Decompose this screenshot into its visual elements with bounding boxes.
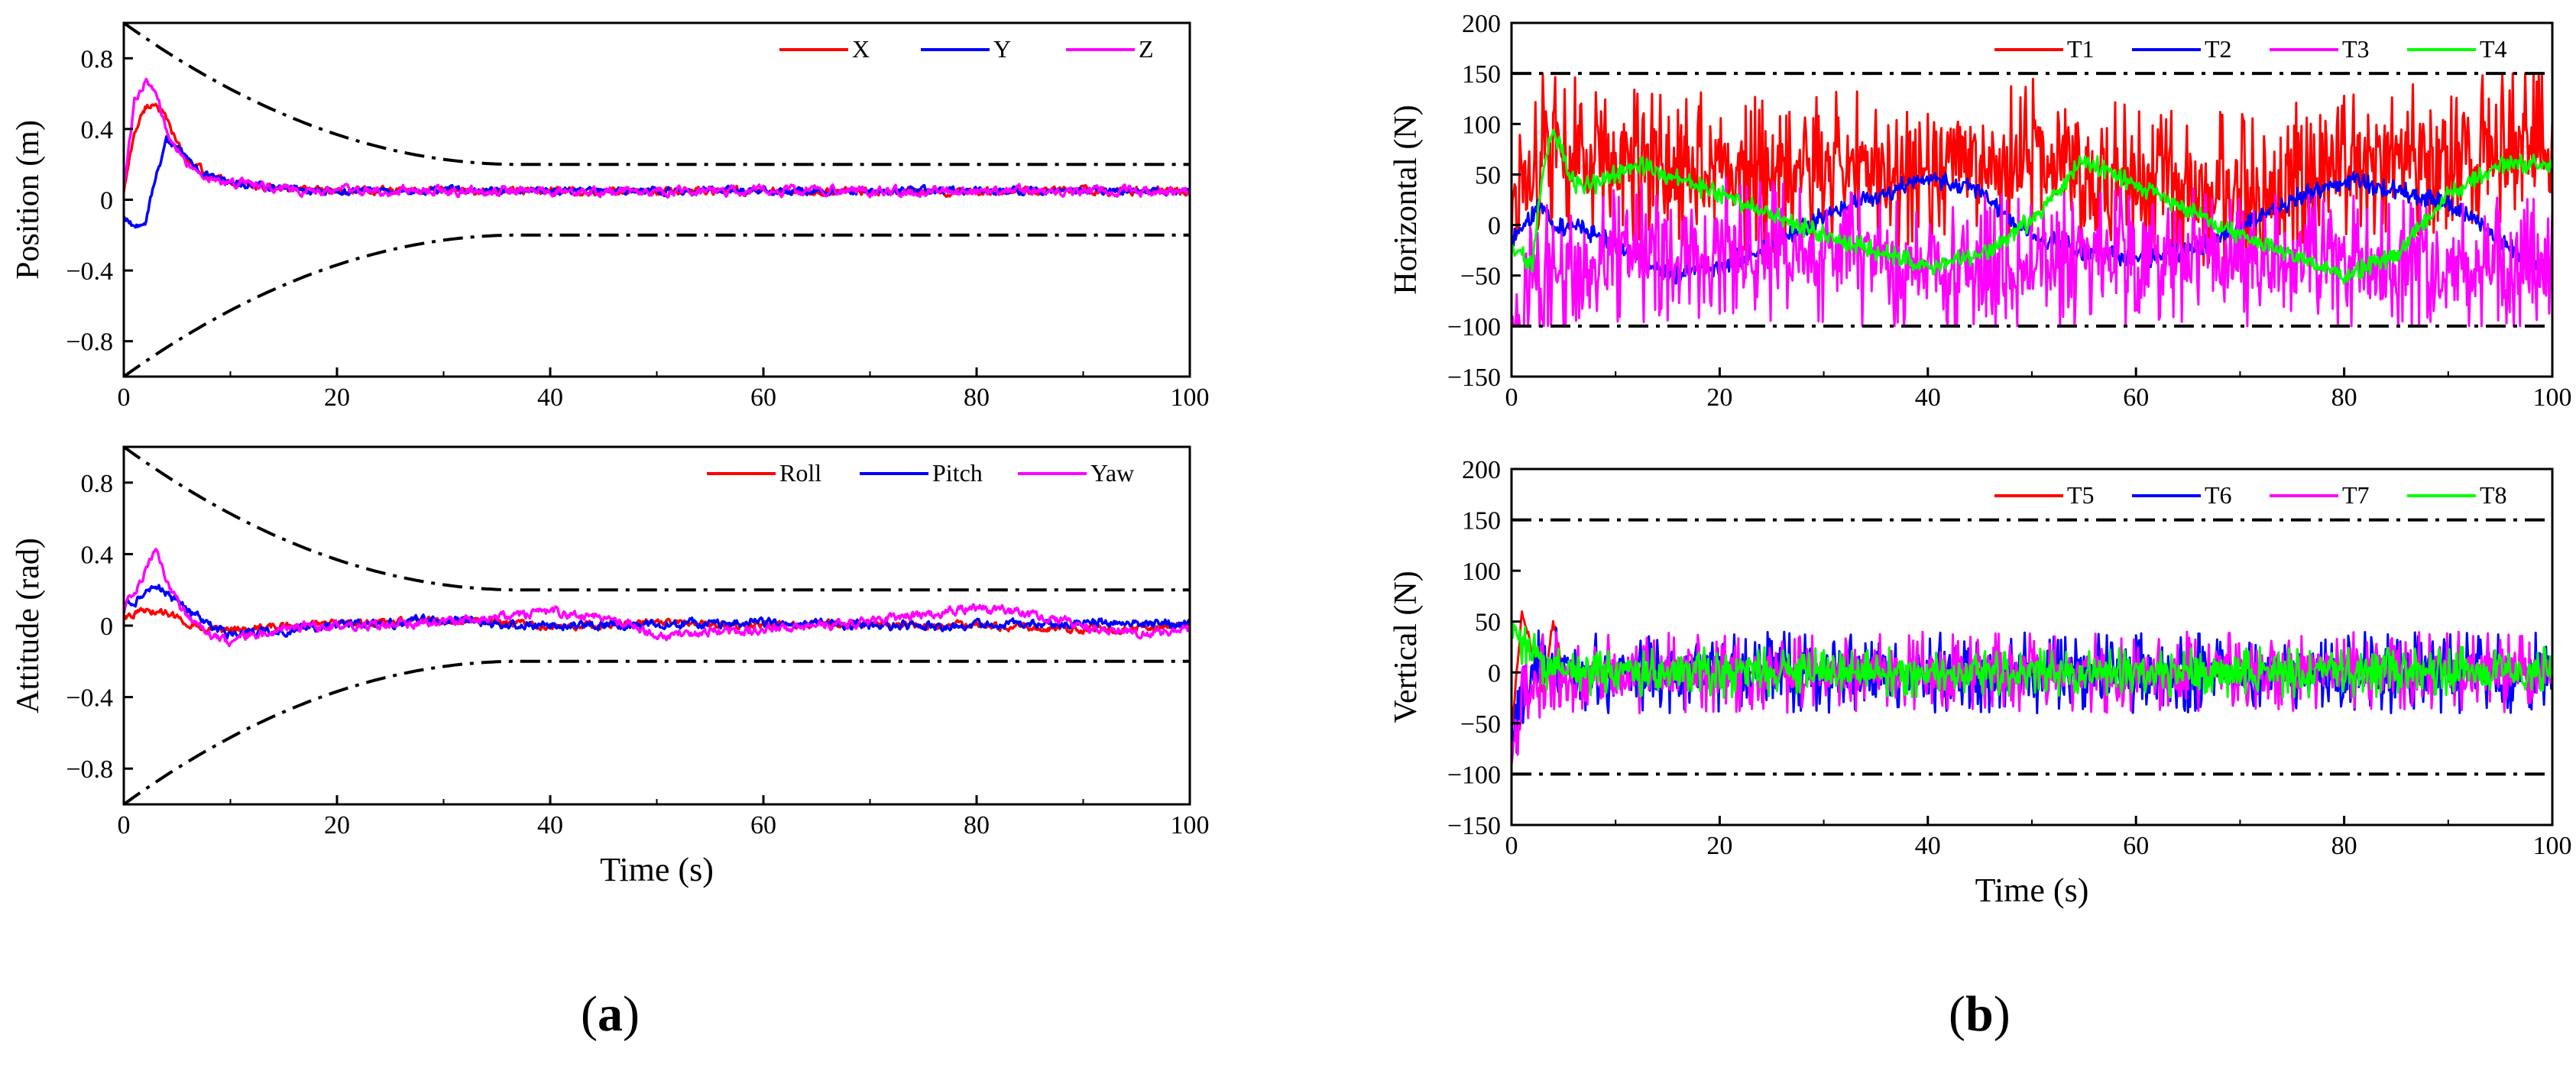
panel-label-a-letter: a xyxy=(597,986,623,1042)
x-tick-label: 20 xyxy=(324,811,350,839)
y-tick-label: 100 xyxy=(1462,558,1501,586)
legend-label-x: X xyxy=(852,35,870,63)
x-tick-label: 100 xyxy=(2533,383,2572,412)
series-line-t3 xyxy=(1512,177,2552,328)
legend-label-t7: T7 xyxy=(2342,481,2370,509)
y-tick-label: −150 xyxy=(1447,812,1501,840)
y-tick-label: −0.4 xyxy=(66,257,113,286)
x-tick-label: 40 xyxy=(537,811,563,839)
x-tick-label: 60 xyxy=(2123,832,2149,860)
x-tick-label: 40 xyxy=(1915,832,1941,860)
series-line-t8 xyxy=(1512,623,2552,699)
horizontal-force-chart: 0 20 40 60 80 100 −150 −100 −50 0 50 100 150 200 Horiz… xyxy=(1388,10,2572,412)
x-tick-label: 40 xyxy=(1915,383,1941,412)
x-axis-label: Time (s) xyxy=(1975,872,2089,909)
y-tick-label: 100 xyxy=(1462,111,1501,139)
series-line-z xyxy=(124,77,1190,199)
y-tick-label: 0.4 xyxy=(81,541,114,569)
y-tick-label: 150 xyxy=(1462,60,1501,89)
x-tick-label: 80 xyxy=(964,811,990,839)
attitude-plot-area xyxy=(124,447,1190,804)
legend-label-yaw: Yaw xyxy=(1090,459,1134,487)
y-tick-label: 0 xyxy=(100,613,113,641)
legend-label-t8: T8 xyxy=(2480,481,2507,509)
y-tick-label: −0.8 xyxy=(66,328,113,357)
x-tick-label: 20 xyxy=(324,383,350,412)
series-line-x xyxy=(124,102,1190,199)
x-tick-label: 60 xyxy=(2123,383,2149,412)
y-tick-label: −50 xyxy=(1460,263,1501,291)
x-tick-label: 80 xyxy=(964,383,990,412)
y-tick-label: 0 xyxy=(1488,659,1501,687)
legend-label-t6: T6 xyxy=(2205,481,2232,509)
legend-label-t5: T5 xyxy=(2067,481,2095,509)
x-tick-label: 0 xyxy=(118,383,131,412)
legend-label-t4: T4 xyxy=(2480,35,2507,63)
legend-label-roll: Roll xyxy=(779,459,821,487)
y-tick-label: −100 xyxy=(1447,313,1501,341)
y-tick-label: −0.8 xyxy=(66,755,113,784)
legend-label-t2: T2 xyxy=(2205,35,2232,63)
x-tick-label: 60 xyxy=(750,811,776,839)
lower-bound-curve xyxy=(124,233,1190,377)
series-line-y xyxy=(124,134,1190,229)
x-tick-label: 80 xyxy=(2331,832,2357,860)
y-tick-label: −50 xyxy=(1460,710,1501,739)
y-tick-label: 200 xyxy=(1462,456,1501,484)
position-axes-frame xyxy=(122,21,1191,378)
y-tick-label: 0.4 xyxy=(81,116,114,144)
y-tick-label: 50 xyxy=(1475,609,1501,637)
y-tick-label: 0 xyxy=(1488,212,1501,241)
upper-bound-curve xyxy=(124,23,1190,167)
y-tick-label: −100 xyxy=(1447,761,1501,789)
y-tick-label: 200 xyxy=(1462,10,1501,38)
y-tick-label: 150 xyxy=(1462,507,1501,535)
x-tick-label: 20 xyxy=(1706,832,1732,860)
y-axis-label: Horizontal (N) xyxy=(1388,105,1424,294)
legend-label-t3: T3 xyxy=(2342,35,2370,63)
x-tick-label: 0 xyxy=(118,811,131,839)
x-tick-label: 100 xyxy=(1171,383,1210,412)
y-tick-label: 0.8 xyxy=(81,45,114,73)
panel-label-b-letter: b xyxy=(1965,986,1994,1042)
lower-bound-curve xyxy=(124,659,1190,804)
y-tick-label: −0.4 xyxy=(66,684,113,713)
x-tick-label: 0 xyxy=(1505,383,1518,412)
x-tick-label: 60 xyxy=(750,383,776,412)
series-line-t7 xyxy=(1512,630,2552,765)
x-tick-label: 20 xyxy=(1706,383,1732,412)
legend-label-z: Z xyxy=(1139,35,1154,63)
x-tick-label: 100 xyxy=(1171,811,1210,839)
y-tick-label: 0.8 xyxy=(81,470,114,498)
x-tick-label: 100 xyxy=(2533,832,2572,860)
series-line-t4 xyxy=(1512,128,2552,286)
x-axis-label: Time (s) xyxy=(600,851,714,888)
horizontal-plot-area xyxy=(1512,72,2552,328)
position-plot-area xyxy=(124,23,1190,377)
vertical-force-chart: 0 20 40 60 80 100 −150 −100 −50 0 50 100 150 200 Verti… xyxy=(1388,456,2572,909)
attitude-chart: 0 20 40 60 80 100 −0.8 −0.4 0 0.4 0.8 Attitude (rad… xyxy=(11,445,1210,888)
legend-label-t1: T1 xyxy=(2067,35,2095,63)
series-line-yaw xyxy=(124,548,1190,648)
vertical-plot-area xyxy=(1512,518,2552,776)
y-tick-label: −150 xyxy=(1447,364,1501,392)
x-tick-label: 80 xyxy=(2331,383,2357,412)
position-chart: 0 20 40 60 80 100 −0.8 −0.4 0 0.4 0.8 Position (m) X… xyxy=(11,21,1210,412)
upper-bound-curve xyxy=(124,447,1190,592)
y-tick-label: 50 xyxy=(1475,161,1501,189)
x-tick-label: 0 xyxy=(1505,832,1518,860)
y-axis-label: Attitude (rad) xyxy=(11,538,46,713)
legend-label-y: Y xyxy=(993,35,1011,63)
panel-label-b: (b) xyxy=(1949,986,2011,1042)
y-axis-label: Position (m) xyxy=(11,120,46,280)
legend-label-pitch: Pitch xyxy=(932,459,983,487)
x-tick-label: 40 xyxy=(537,383,563,412)
y-axis-label: Vertical (N) xyxy=(1388,571,1424,723)
panel-label-a: (a) xyxy=(581,986,640,1042)
y-tick-label: 0 xyxy=(100,187,113,215)
